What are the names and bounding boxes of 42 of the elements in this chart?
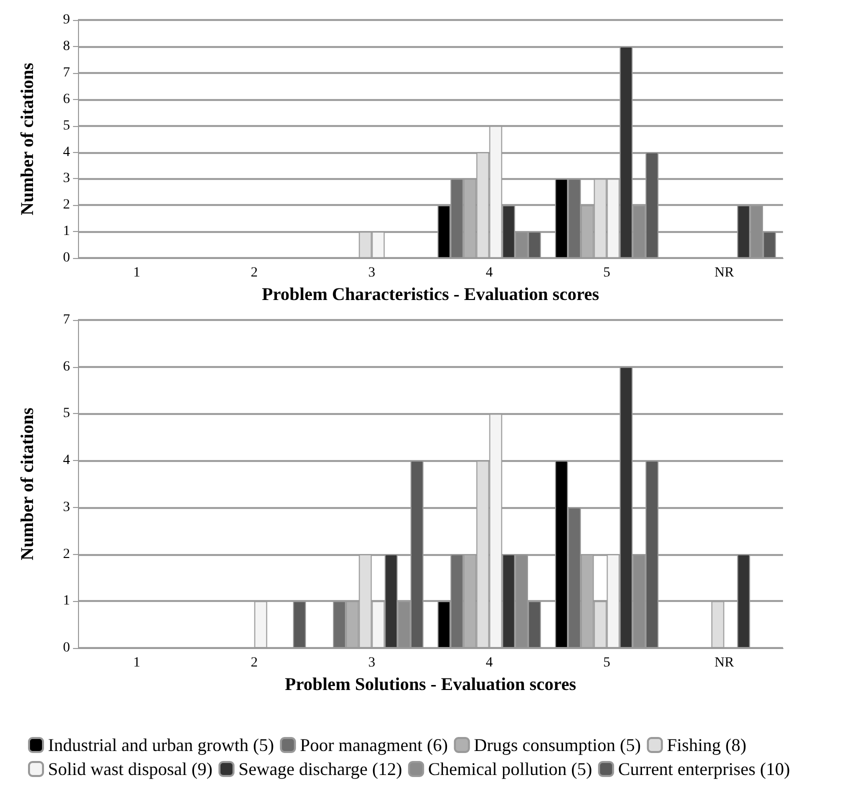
x-axis-title: Problem Characteristics - Evaluation scores: [262, 284, 600, 304]
x-tick-label: 3: [368, 656, 376, 670]
legend-label: Sewage discharge (12): [238, 759, 402, 779]
legend-label: Drugs consumption (5): [474, 735, 641, 755]
y-tick-label: 1: [63, 594, 70, 609]
y-tick-label: 5: [63, 406, 70, 422]
legend-label: Chemical pollution (5): [428, 759, 592, 779]
y-tick-label: 1: [63, 224, 70, 240]
y-tick-label: 7: [63, 312, 70, 328]
y-tick-label: 7: [63, 65, 70, 80]
y-tick-label: 2: [63, 198, 70, 213]
legend-label: Industrial and urban growth (5): [48, 735, 274, 755]
y-tick-label: 3: [63, 171, 70, 186]
x-tick-label: 3: [368, 266, 376, 281]
x-tick-label: NR: [714, 656, 735, 670]
legend-label: Poor managment (6): [300, 735, 448, 755]
y-tick-label: 4: [63, 144, 70, 160]
y-tick-label: 0: [63, 250, 70, 266]
x-tick-label: 2: [250, 656, 258, 670]
y-axis-title: Number of citations: [17, 62, 37, 216]
y-tick-label: 2: [63, 546, 70, 562]
y-tick-label: 6: [63, 92, 70, 107]
y-tick-label: 5: [63, 118, 70, 134]
x-tick-label: 2: [250, 266, 258, 281]
x-tick-label: 1: [133, 266, 140, 281]
y-tick-label: 0: [63, 640, 70, 656]
x-tick-label: 5: [603, 266, 610, 281]
y-tick-label: 3: [63, 500, 70, 515]
x-tick-label: 5: [603, 656, 610, 670]
y-axis-title: Number of citations: [17, 408, 37, 560]
x-tick-label: 1: [133, 656, 140, 670]
x-tick-label: 4: [486, 656, 493, 670]
y-tick-label: 9: [63, 12, 70, 28]
legend-label: Current enterprises (10): [618, 759, 790, 779]
legend-label: Solid wast disposal (9): [48, 759, 212, 779]
x-tick-label: 4: [486, 266, 493, 281]
y-tick-label: 4: [63, 453, 70, 468]
x-tick-label: NR: [714, 266, 735, 281]
legend-label: Fishing (8): [666, 735, 746, 755]
y-tick-label: 8: [63, 38, 70, 54]
x-axis-title: Problem Solutions - Evaluation scores: [284, 674, 576, 694]
y-tick-label: 6: [63, 359, 70, 374]
